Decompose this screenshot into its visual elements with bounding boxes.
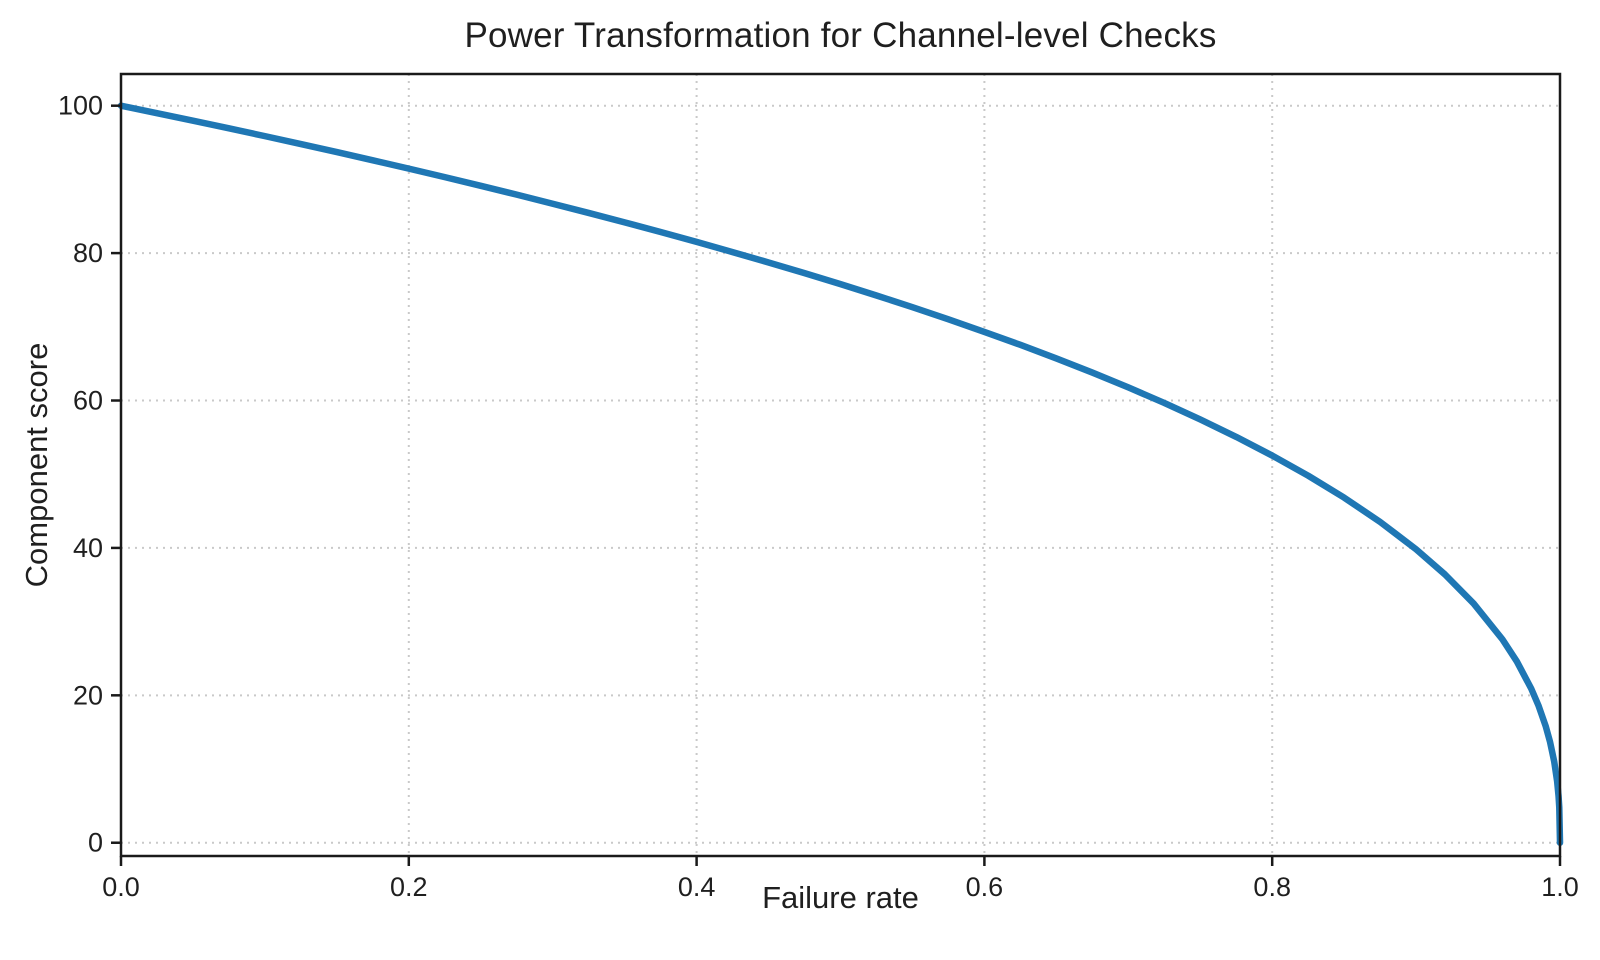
chart-title: Power Transformation for Channel-level C… [464, 16, 1217, 55]
y-tick-label: 20 [73, 680, 103, 710]
y-tick-label: 60 [73, 386, 103, 416]
y-tick-label: 40 [73, 533, 103, 563]
x-tick-label: 0.0 [102, 872, 140, 902]
x-tick-label: 0.8 [1253, 872, 1291, 902]
y-tick-label: 100 [58, 91, 103, 121]
y-tick-label: 80 [73, 238, 103, 268]
x-tick-label: 0.6 [966, 872, 1004, 902]
x-tick-label: 0.4 [678, 872, 716, 902]
x-tick-label: 1.0 [1541, 872, 1579, 902]
plot-border [119, 72, 1562, 858]
x-axis-label: Failure rate [762, 880, 919, 915]
y-tick-label: 0 [88, 828, 103, 858]
x-tick-label: 0.2 [390, 872, 428, 902]
score-curve-line [117, 102, 1564, 846]
